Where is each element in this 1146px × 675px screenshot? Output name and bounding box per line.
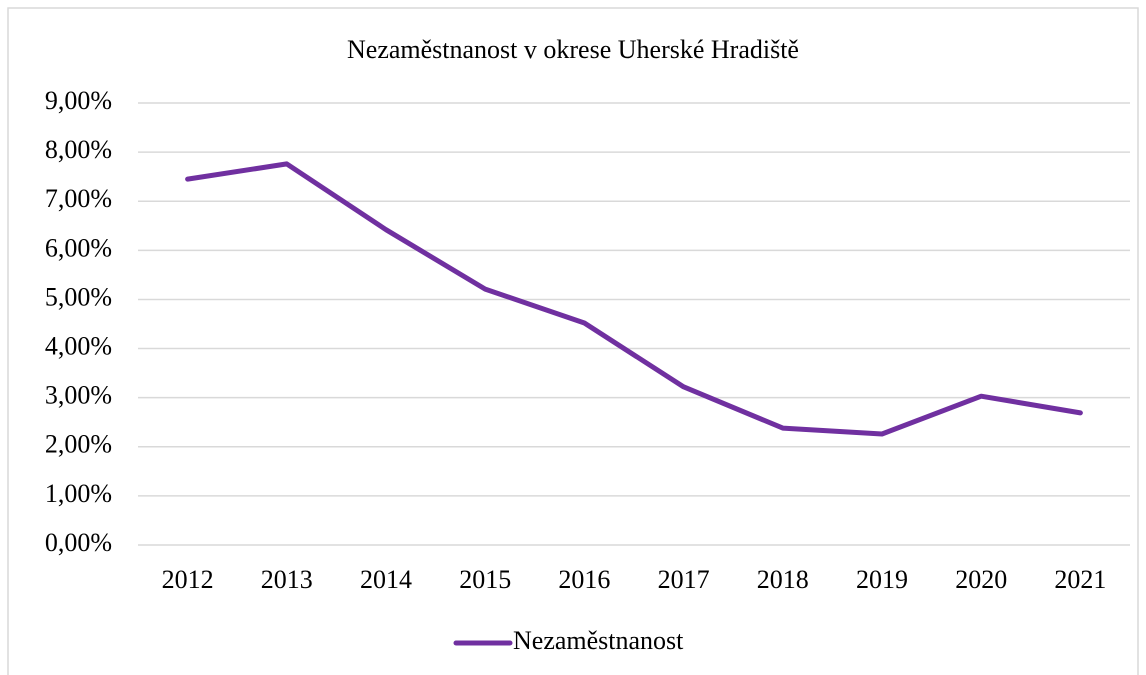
y-tick-label: 3,00% xyxy=(45,381,112,410)
y-tick-label: 8,00% xyxy=(45,135,112,164)
y-tick-label: 9,00% xyxy=(45,86,112,115)
x-tick-label: 2017 xyxy=(658,565,710,594)
data-line xyxy=(185,161,1083,437)
y-tick-label: 4,00% xyxy=(45,332,112,361)
y-tick-label: 7,00% xyxy=(45,184,112,213)
x-tick-label: 2018 xyxy=(757,565,809,594)
y-tick-label: 1,00% xyxy=(45,479,112,508)
x-tick-label: 2015 xyxy=(459,565,511,594)
x-tick-label: 2014 xyxy=(360,565,412,594)
x-tick-label: 2020 xyxy=(955,565,1007,594)
y-tick-label: 5,00% xyxy=(45,282,112,311)
x-tick-label: 2012 xyxy=(162,565,214,594)
legend-label: Nezaměstnanost xyxy=(513,626,684,655)
y-tick-label: 2,00% xyxy=(45,430,112,459)
x-tick-label: 2016 xyxy=(558,565,610,594)
y-tick-label: 6,00% xyxy=(45,233,112,262)
x-tick-label: 2013 xyxy=(261,565,313,594)
chart-frame xyxy=(7,7,1139,675)
x-tick-label: 2019 xyxy=(856,565,908,594)
x-tick-label: 2021 xyxy=(1054,565,1106,594)
chart-title: Nezaměstnanost v okrese Uherské Hradiště xyxy=(347,35,799,64)
y-tick-label: 0,00% xyxy=(45,528,112,557)
